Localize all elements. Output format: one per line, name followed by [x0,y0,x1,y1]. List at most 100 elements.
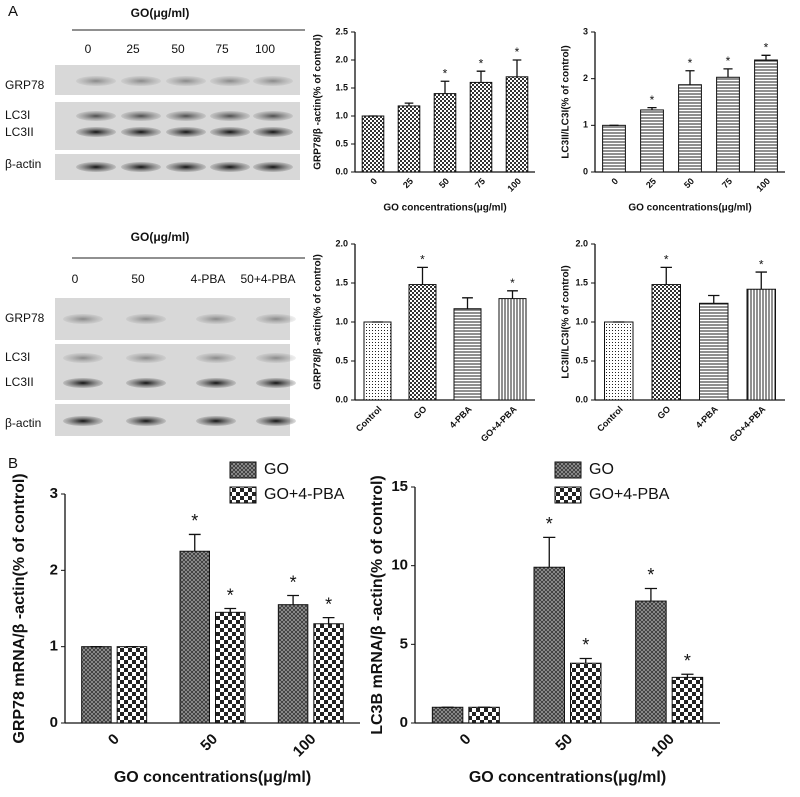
y-tick-label: 0 [583,166,588,176]
bar [498,298,527,401]
bar [215,611,246,724]
bar [179,550,210,724]
bar [431,706,464,724]
x-axis-title: GO concentrations(μg/ml) [383,203,506,214]
y-axis-title: LC3B mRNA/β -actin(% of control) [369,475,386,735]
significance-mark: * [227,585,234,605]
error-bar [755,271,767,290]
blot-band [256,353,296,363]
legend-label: GO+4-PBA [589,486,670,503]
error-bar [644,587,658,602]
bar [469,81,493,173]
blot-header: GO(μg/ml) [131,6,190,20]
blot-band [210,127,250,137]
bar [604,321,634,401]
legend-label: GO [589,461,614,478]
y-tick-label: 2.0 [335,238,348,248]
y-tick-label: 5 [400,635,408,652]
significance-mark: * [191,511,198,531]
blot-band [121,111,161,121]
significance-mark: * [290,572,297,592]
x-tick-label: Control [595,404,625,434]
lane-label: 75 [215,42,229,56]
x-tick-label: 100 [648,731,678,761]
significance-mark: * [443,66,448,80]
blot-band [126,314,166,324]
bar [116,646,148,724]
bar [277,604,309,724]
significance-mark: * [726,54,731,68]
x-tick-label: 4-PBA [447,404,474,431]
error-bar [708,294,720,304]
bar [361,115,385,173]
x-tick-label: GO [655,404,672,421]
y-tick-label: 1.5 [335,277,348,287]
error-bar [685,70,695,85]
x-tick-label: 75 [473,176,487,190]
blot-band [126,378,166,388]
significance-mark: * [325,594,332,614]
blot-band [166,127,206,137]
y-tick-label: 1 [583,120,588,130]
y-tick-label: 15 [391,478,408,495]
x-tick-label: Control [354,404,384,434]
y-tick-label: 0.5 [575,355,588,365]
row-label: GRP78 [5,78,45,92]
bar [651,284,681,401]
lane-label: 4-PBA [191,272,226,286]
bar [570,662,602,724]
blot-band [126,353,166,363]
bar [602,124,626,173]
x-tick-label: 50 [682,176,696,190]
error-bar [579,657,592,664]
error-bar [761,54,771,60]
legend-swatch [229,486,257,504]
row-label: LC3I [5,350,30,364]
bar [746,288,776,401]
y-tick-label: 3 [583,26,588,36]
x-axis-title: GO concentrations(μg/ml) [114,769,311,786]
blot-band [253,127,293,137]
blot-band [210,162,250,172]
y-tick-label: 0.0 [575,394,588,404]
blot-band [76,162,116,172]
legend-swatch [554,486,582,504]
error-bar [322,617,335,624]
blot-band [63,378,103,388]
x-tick-label: 0 [105,731,123,749]
bar [635,600,667,724]
significance-mark: * [546,514,553,534]
blot-strip [55,344,290,400]
row-label: LC3II [5,375,34,389]
row-label: β-actin [5,416,41,430]
x-tick-label: 0 [609,176,620,187]
error-bar [681,673,694,678]
bar [505,76,529,173]
bar [754,59,778,173]
legend-swatch [229,461,257,479]
y-tick-label: 0 [400,714,408,731]
significance-mark: * [479,56,484,70]
bar [716,76,740,173]
x-tick-label: 100 [505,176,523,194]
y-tick-label: 2.0 [335,54,348,64]
blot-band [63,416,103,426]
y-axis-title: LC3II/LC3I(% of control) [561,45,572,158]
blot-band [76,111,116,121]
error-bar [723,68,733,78]
error-bar [543,536,556,568]
legend-label: GO [264,461,289,478]
y-tick-label: 1.0 [335,316,348,326]
bar [671,676,704,724]
y-tick-label: 10 [391,557,408,574]
significance-mark: * [420,253,425,267]
bar [81,646,112,724]
blot-band [126,416,166,426]
x-tick-label: 50 [552,731,576,755]
y-tick-label: 2 [50,561,58,578]
bar [699,302,729,401]
lane-label: 50+4-PBA [240,272,295,286]
blot-band [196,353,236,363]
bar [433,93,457,173]
panel-label: A [8,3,18,20]
